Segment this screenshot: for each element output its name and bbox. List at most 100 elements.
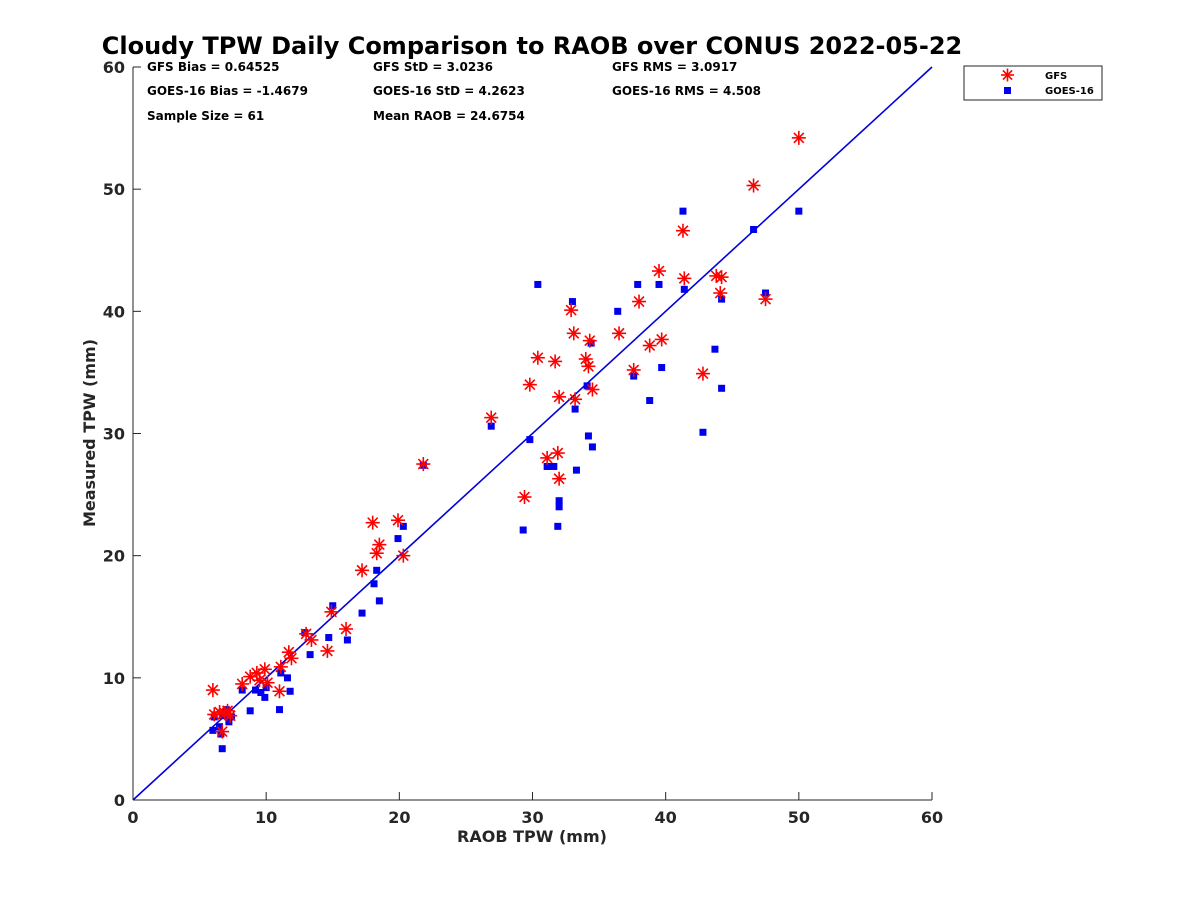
goes-16-point [394,535,402,543]
gfs-point [568,392,583,407]
goes-16-point [584,432,592,440]
goes-16-point [218,745,226,753]
goes-16-point [583,382,591,390]
goes-16-point [634,280,642,288]
goes-16-point [399,522,407,530]
gfs-point [550,446,565,461]
goes-16-point [646,397,654,405]
goes-16-point [216,723,224,731]
x-tick-label: 60 [921,808,943,827]
gfs-point [372,537,387,552]
gfs-point [517,490,532,505]
gfs-point [695,366,710,381]
legend: GFS GOES-16 [963,65,1103,101]
goes-16-point [568,298,576,306]
goes-16-point [534,280,542,288]
gfs-point [652,264,667,279]
gfs-point [642,338,657,353]
gfs-point [284,651,299,666]
goes-16-point [373,566,381,574]
goes-16-point [246,707,254,715]
gfs-std-label: GFS StD = 3.0236 [373,60,493,74]
gfs-point [391,513,406,528]
stats-annotations: GFS Bias = 0.64525 GFS StD = 3.0236 GFS … [147,60,761,123]
goes-16-point [487,422,495,430]
axis-ticks: 0 10 20 30 40 50 60 0 10 20 30 40 50 60 [103,58,943,827]
gfs-point [585,382,600,397]
gfs-point [522,377,537,392]
gfs-point [552,471,567,486]
goes-16-point [711,345,719,353]
goes-16-point [655,280,663,288]
goes-16-point [554,522,562,530]
legend-gfs-marker [1001,68,1014,82]
gfs-point [530,350,545,365]
goes-16-point [571,405,579,413]
y-tick-label: 30 [103,425,125,444]
gfs-point [320,643,335,658]
goes-16-point [555,497,563,505]
goes-16-point [286,687,294,695]
goes-16-point [572,466,580,474]
gfs-point [257,662,272,677]
gfs-point [552,389,567,404]
y-tick-label: 50 [103,180,125,199]
gfs-point [215,724,230,739]
goes-16-point [261,693,269,701]
gfs-series [205,130,806,739]
goes-16-point [526,436,534,444]
legend-box [963,65,1103,101]
gfs-point [273,659,288,674]
legend-gfs-label: GFS [1045,71,1067,82]
goes-16-point [718,384,726,392]
gfs-point [223,708,238,723]
y-tick-label: 0 [114,791,125,810]
x-axis-label: RAOB TPW (mm) [457,827,607,846]
x-tick-label: 20 [388,808,410,827]
gfs-point [355,563,370,578]
x-tick-label: 50 [788,808,810,827]
gfs-point [484,410,499,425]
legend-gfs-asterisk [1001,68,1014,82]
goes-16-point [257,688,265,696]
gfs-bias-label: GFS Bias = 0.64525 [147,60,279,74]
gfs-point [365,515,380,530]
chart-title: Cloudy TPW Daily Comparison to RAOB over… [102,32,962,60]
goes-16-point [252,686,260,694]
mean-raob-label: Mean RAOB = 24.6754 [373,109,525,123]
goes-16-point [519,526,527,534]
gfs-point [677,271,692,286]
goes-16-point [658,364,666,372]
gfs-point [260,675,275,690]
gfs-point [304,632,319,647]
goes-rms-label: GOES-16 RMS = 4.508 [612,84,761,98]
goes-16-point [555,503,563,511]
goes-16-point [275,706,283,714]
goes-16-point [370,580,378,588]
gfs-point [626,362,641,377]
goes-16-point [358,609,366,617]
y-tick-label: 20 [103,547,125,566]
gfs-point [548,354,563,369]
goes-16-point [329,602,337,610]
gfs-point [675,223,690,238]
y-axis-label: Measured TPW (mm) [80,339,99,527]
goes-16-point [543,462,551,470]
gfs-point [566,326,581,341]
x-tick-label: 10 [255,808,277,827]
goes-16-point [343,636,351,644]
goes-std-label: GOES-16 StD = 4.2623 [373,84,525,98]
gfs-point [540,450,555,465]
goes-16-point [375,597,383,605]
goes-16-point [209,726,217,734]
goes-16-point [262,684,270,692]
gfs-point [205,683,220,698]
gfs-point [581,359,596,374]
goes-16-point [680,285,688,293]
goes-bias-label: GOES-16 Bias = -1.4679 [147,84,308,98]
gfs-point [396,548,411,563]
gfs-rms-label: GFS RMS = 3.0917 [612,60,737,74]
goes-16-point [699,428,707,436]
goes-16-point [795,207,803,215]
goes-16-point [225,718,233,726]
